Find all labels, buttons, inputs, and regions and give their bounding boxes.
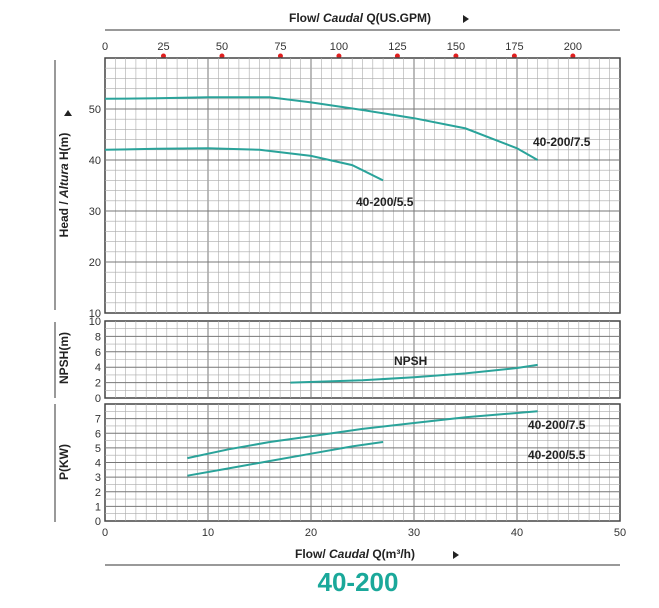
head-curve-label-55: 40-200/5.5 [356,195,414,209]
top-axis-title: Flow/ Caudal Q(US.GPM) [289,11,431,25]
panel-npsh-series-0 [290,363,538,384]
power-panel: 0 1 2 3 4 5 6 7 [95,403,621,528]
bottom-tick-label: 10 [202,527,214,539]
bottom-tick-label: 20 [305,527,317,539]
panel-head-tick-label: 30 [89,206,101,218]
top-tick-label: 100 [330,41,348,53]
top-tick-label: 125 [388,41,406,53]
top-tick-label: 200 [564,41,582,53]
panel-power-tick-label: 0 [95,516,101,528]
panel-power-tick-label: 2 [95,487,101,499]
bottom-tick-label: 40 [511,527,523,539]
panel-head-series-1 [104,147,384,182]
top-axis-ticks: 0 25 50 75 100 125 150 175 200 [102,41,582,59]
panel-power-tick-label: 1 [95,501,101,513]
model-title: 40-200 [318,567,399,597]
bottom-tick-label: 30 [408,527,420,539]
head-curve-label-75: 40-200/7.5 [533,135,591,149]
power-axis-title: P(KW) [57,444,71,480]
panel-power-tick-label: 3 [95,472,101,484]
bottom-axis-title: Flow/ Caudal Q(m³/h) [295,547,415,561]
power-curve-label-75: 40-200/7.5 [528,418,586,432]
panel-head-series-0 [104,96,539,161]
top-tick-label: 175 [505,41,523,53]
head-axis-title: Head / Altura H(m) [57,133,71,238]
panel-power-tick-label: 6 [95,428,101,440]
head-axis-arrow-icon [64,110,72,116]
panel-npsh-tick-label: 0 [95,393,101,405]
panel-power-series-1 [187,441,384,477]
bottom-axis-ticks: 0 10 20 30 40 50 [102,527,626,539]
panel-npsh-tick-label: 10 [89,316,101,328]
top-tick-label: 25 [157,41,169,53]
panel-power-series-0 [187,410,538,460]
top-tick-label: 75 [274,41,286,53]
panel-power-tick-label: 4 [95,458,101,470]
bottom-axis-arrow-icon [453,551,459,559]
top-tick-label: 50 [216,41,228,53]
npsh-axis-title: NPSH(m) [57,332,71,384]
top-tick-label: 0 [102,41,108,53]
panel-npsh-tick-label: 8 [95,331,101,343]
top-axis-arrow-icon [463,15,469,23]
npsh-panel: 0 2 4 6 8 10 [89,316,621,405]
npsh-curve-label: NPSH [394,354,427,368]
top-tick-label: 150 [447,41,465,53]
panel-npsh-tick-label: 2 [95,378,101,390]
panel-npsh-tick-label: 6 [95,347,101,359]
power-curve-label-55: 40-200/5.5 [528,448,586,462]
panel-power-tick-label: 5 [95,443,101,455]
head-panel: 10 20 30 40 50 [89,57,621,320]
panel-head-tick-label: 40 [89,155,101,167]
panel-npsh-tick-label: 4 [95,362,101,374]
panel-power-tick-label: 7 [95,414,101,426]
panel-head-tick-label: 20 [89,257,101,269]
bottom-tick-label: 0 [102,527,108,539]
panel-head-tick-label: 50 [89,104,101,116]
panel-head-tick-label: 10 [89,308,101,320]
bottom-tick-label: 50 [614,527,626,539]
